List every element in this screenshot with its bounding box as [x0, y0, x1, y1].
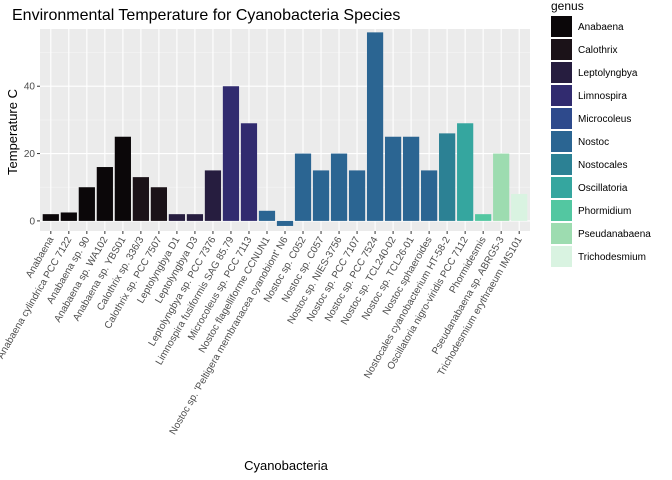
- legend-label: Limnospira: [578, 91, 627, 102]
- bar: [421, 170, 438, 221]
- legend-label: Trichodesmium: [578, 252, 646, 263]
- bar: [60, 212, 77, 221]
- bar: [384, 136, 402, 221]
- legend-key: [551, 85, 572, 106]
- bar: [150, 187, 168, 221]
- y-axis-title: Temperature C: [5, 89, 20, 175]
- plot-panel: [40, 29, 530, 231]
- bar: [366, 32, 384, 221]
- x-axis-title: Cyanobacteria: [244, 458, 329, 473]
- legend-key: [551, 223, 572, 244]
- bar: [493, 153, 510, 221]
- legend-key: [551, 154, 572, 175]
- bar: [511, 193, 528, 221]
- bar: [294, 153, 312, 221]
- bar: [222, 86, 240, 221]
- y-tick-label: 20: [24, 149, 36, 160]
- legend-key: [551, 62, 572, 83]
- bar: [96, 167, 113, 221]
- y-tick-label: 0: [29, 216, 35, 227]
- legend: genus Anabaena Calothrix Leptolyngbya Limno…: [551, 0, 651, 267]
- bar: [114, 136, 131, 221]
- legend-key: [551, 177, 572, 198]
- bar: [240, 123, 258, 221]
- legend-label: Nostoc: [578, 137, 609, 148]
- legend-key: [551, 16, 572, 37]
- legend-key: [551, 246, 572, 267]
- chart-title: Environmental Temperature for Cyanobacte…: [12, 7, 400, 24]
- legend-key: [551, 108, 572, 129]
- bar: [402, 136, 420, 221]
- bar: [204, 170, 222, 221]
- bar: [330, 153, 348, 221]
- legend-label: Pseudanabaena: [578, 229, 651, 240]
- legend-label: Leptolyngbya: [578, 68, 638, 79]
- bar: [348, 170, 366, 221]
- legend-key: [551, 131, 572, 152]
- legend-key: [551, 200, 572, 221]
- bar: [439, 133, 456, 221]
- legend-title: genus: [551, 0, 584, 13]
- legend-label: Phormidium: [578, 206, 631, 217]
- legend-label: Microcoleus: [578, 114, 631, 125]
- legend-label: Nostocales: [578, 160, 627, 171]
- bar: [132, 177, 149, 221]
- legend-label: Anabaena: [578, 22, 624, 33]
- y-axis: 0 20 40: [24, 82, 40, 227]
- legend-label: Calothrix: [578, 45, 617, 56]
- legend-key: [551, 39, 572, 60]
- bar: [78, 187, 95, 221]
- bar: [258, 210, 276, 221]
- bar: [42, 214, 59, 221]
- legend-label: Oscillatoria: [578, 183, 628, 194]
- bar: [457, 123, 474, 221]
- bar: [312, 170, 330, 221]
- bar: [475, 214, 492, 221]
- y-tick-label: 40: [24, 82, 36, 93]
- bar: [168, 214, 186, 221]
- bar: [276, 220, 294, 226]
- bar: [186, 214, 204, 221]
